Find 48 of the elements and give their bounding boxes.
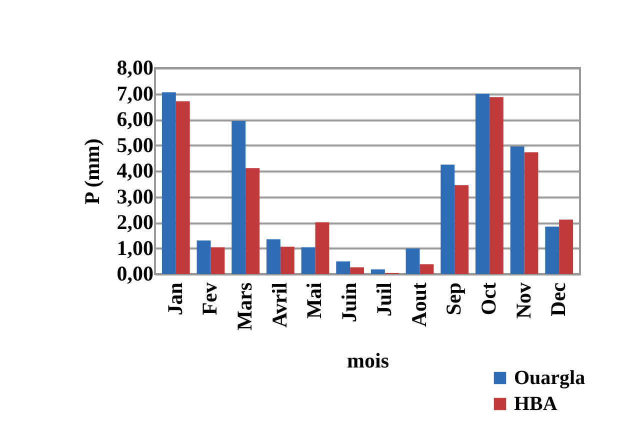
x-tick-label: Oct xyxy=(476,282,500,316)
bar xyxy=(176,101,190,274)
bar xyxy=(315,222,330,274)
bar xyxy=(266,239,280,274)
bar xyxy=(440,164,455,274)
bar xyxy=(210,247,225,274)
x-tick-label: Jan xyxy=(162,282,187,316)
bar xyxy=(406,248,420,274)
y-tick-label: 5,00 xyxy=(116,132,154,157)
legend-label: Ouargla xyxy=(514,367,586,389)
legend-label: HBA xyxy=(514,393,558,415)
bar xyxy=(162,92,176,274)
y-tick-label: 1,00 xyxy=(116,236,154,260)
x-tick-label: Aout xyxy=(406,282,431,327)
x-tick-label: Mai xyxy=(302,282,326,319)
bar xyxy=(232,121,246,274)
y-tick-label: 0,00 xyxy=(116,262,154,286)
y-tick-label: 8,00 xyxy=(116,56,154,80)
bar xyxy=(489,97,504,274)
y-axis-title: P (mm) xyxy=(80,138,104,204)
y-tick-label: 3,00 xyxy=(116,184,154,208)
bar xyxy=(280,246,294,274)
x-tick-label: Fev xyxy=(198,282,222,316)
y-tick-label: 7,00 xyxy=(116,81,154,106)
bar xyxy=(454,185,469,274)
bar xyxy=(370,269,385,274)
x-tick-label: Dec xyxy=(546,282,570,316)
x-tick-label: Sep xyxy=(442,282,466,316)
y-tick-label: 6,00 xyxy=(116,107,154,131)
bar xyxy=(301,247,316,274)
x-tick-label: Juin xyxy=(337,282,362,322)
bar xyxy=(545,226,560,274)
x-tick-label: Mars xyxy=(232,282,257,330)
x-tick-label: Avril xyxy=(267,282,292,328)
bar xyxy=(510,146,524,274)
bar xyxy=(559,220,574,274)
bar xyxy=(336,261,350,274)
x-tick-label: Juil xyxy=(372,282,396,316)
bar xyxy=(350,267,364,274)
bar xyxy=(475,94,490,274)
bar xyxy=(420,264,434,274)
bar xyxy=(246,168,260,274)
x-axis-title: mois xyxy=(347,348,389,372)
y-tick-label: 4,00 xyxy=(116,158,154,182)
x-tick-label: Nov xyxy=(511,282,536,319)
y-tick-label: 2,00 xyxy=(116,210,154,234)
bar xyxy=(524,152,538,274)
bar xyxy=(196,240,211,274)
